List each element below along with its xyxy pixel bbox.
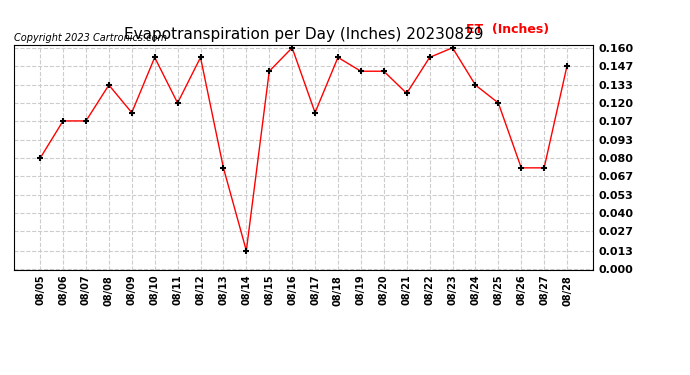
Text: ET  (Inches): ET (Inches) (466, 23, 549, 36)
Title: Evapotranspiration per Day (Inches) 20230829: Evapotranspiration per Day (Inches) 2023… (124, 27, 484, 42)
Text: Copyright 2023 Cartronics.com: Copyright 2023 Cartronics.com (14, 33, 167, 43)
